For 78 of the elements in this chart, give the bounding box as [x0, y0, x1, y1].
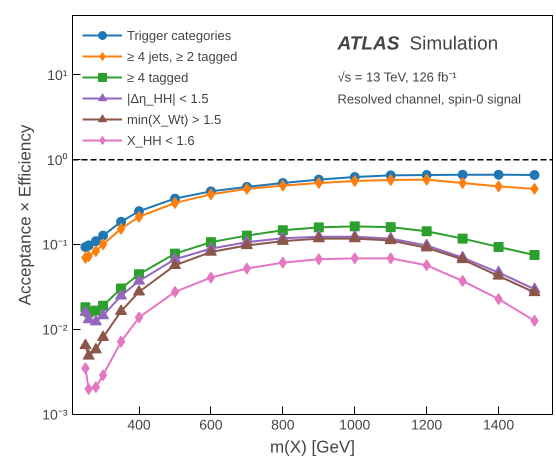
point	[422, 174, 431, 186]
point	[133, 285, 146, 296]
point	[79, 338, 92, 350]
point	[458, 234, 468, 244]
y-tick-label: 10¹	[47, 66, 68, 83]
point	[134, 210, 144, 223]
point	[458, 274, 467, 287]
point	[97, 330, 110, 342]
point	[170, 196, 180, 209]
point	[242, 182, 252, 195]
point	[90, 342, 102, 354]
point	[116, 222, 126, 235]
x-tick-label: 1200	[411, 416, 442, 432]
point	[133, 274, 146, 285]
point	[494, 180, 503, 192]
x-tick-label: 1000	[339, 416, 371, 432]
y-tick-label: 10⁻¹	[42, 236, 68, 253]
point	[458, 176, 467, 189]
legend-label: Trigger categories	[127, 26, 232, 44]
point	[98, 369, 108, 382]
point	[115, 304, 128, 316]
point	[350, 221, 360, 232]
point	[278, 180, 288, 192]
x-tick-label: 400	[127, 416, 151, 432]
point	[168, 258, 181, 269]
point	[276, 234, 289, 245]
x-tick-label: 1400	[482, 416, 514, 432]
point	[204, 245, 217, 256]
point	[386, 222, 396, 232]
point	[242, 262, 252, 275]
point	[494, 170, 504, 180]
y-tick-label: 10⁻²	[42, 322, 68, 338]
point	[278, 225, 288, 236]
legend-label: ≥ 4 jets, ≥ 2 tagged	[127, 48, 238, 65]
point	[92, 245, 100, 258]
y-tick-label: 10⁻³	[42, 406, 68, 422]
point	[492, 269, 505, 280]
point	[458, 170, 468, 180]
legend-label: X_HH < 1.6	[127, 132, 195, 149]
point	[494, 293, 503, 306]
point	[530, 250, 540, 260]
point	[116, 336, 126, 348]
point	[206, 272, 216, 284]
point	[494, 242, 504, 252]
legend-label: ≥ 4 tagged	[127, 68, 188, 86]
annotation: ATLAS Simulation	[336, 34, 498, 54]
point	[90, 314, 102, 326]
point	[90, 236, 101, 246]
point	[528, 286, 541, 296]
x-tick-label: 800	[271, 416, 295, 432]
point	[530, 170, 540, 180]
legend-label: |Δη_HH| < 1.5	[127, 90, 209, 107]
annotation: Resolved channel, spin-0 signal	[338, 92, 522, 106]
point	[422, 226, 432, 236]
point	[314, 222, 324, 232]
point	[98, 238, 108, 250]
point	[530, 314, 539, 327]
x-axis-title: m(X) [GeV]	[270, 438, 356, 456]
y-axis-title: Acceptance × Efficiency	[15, 124, 34, 306]
y-tick-label: 10⁰	[46, 152, 68, 168]
point	[92, 381, 100, 394]
annotation: √s = 13 TeV, 126 fb⁻¹	[338, 70, 458, 84]
legend-label: min(X_Wt) > 1.5	[127, 110, 222, 128]
point	[278, 256, 288, 269]
point	[98, 300, 108, 311]
point	[240, 238, 253, 250]
point	[84, 240, 94, 250]
point	[82, 349, 95, 360]
point	[170, 286, 180, 298]
x-tick-label: 600	[199, 416, 223, 432]
point	[422, 259, 431, 272]
point	[97, 308, 110, 320]
point	[98, 230, 108, 241]
point	[530, 182, 539, 195]
point	[134, 311, 144, 324]
point	[206, 188, 216, 200]
point	[115, 288, 128, 300]
point	[81, 362, 90, 374]
